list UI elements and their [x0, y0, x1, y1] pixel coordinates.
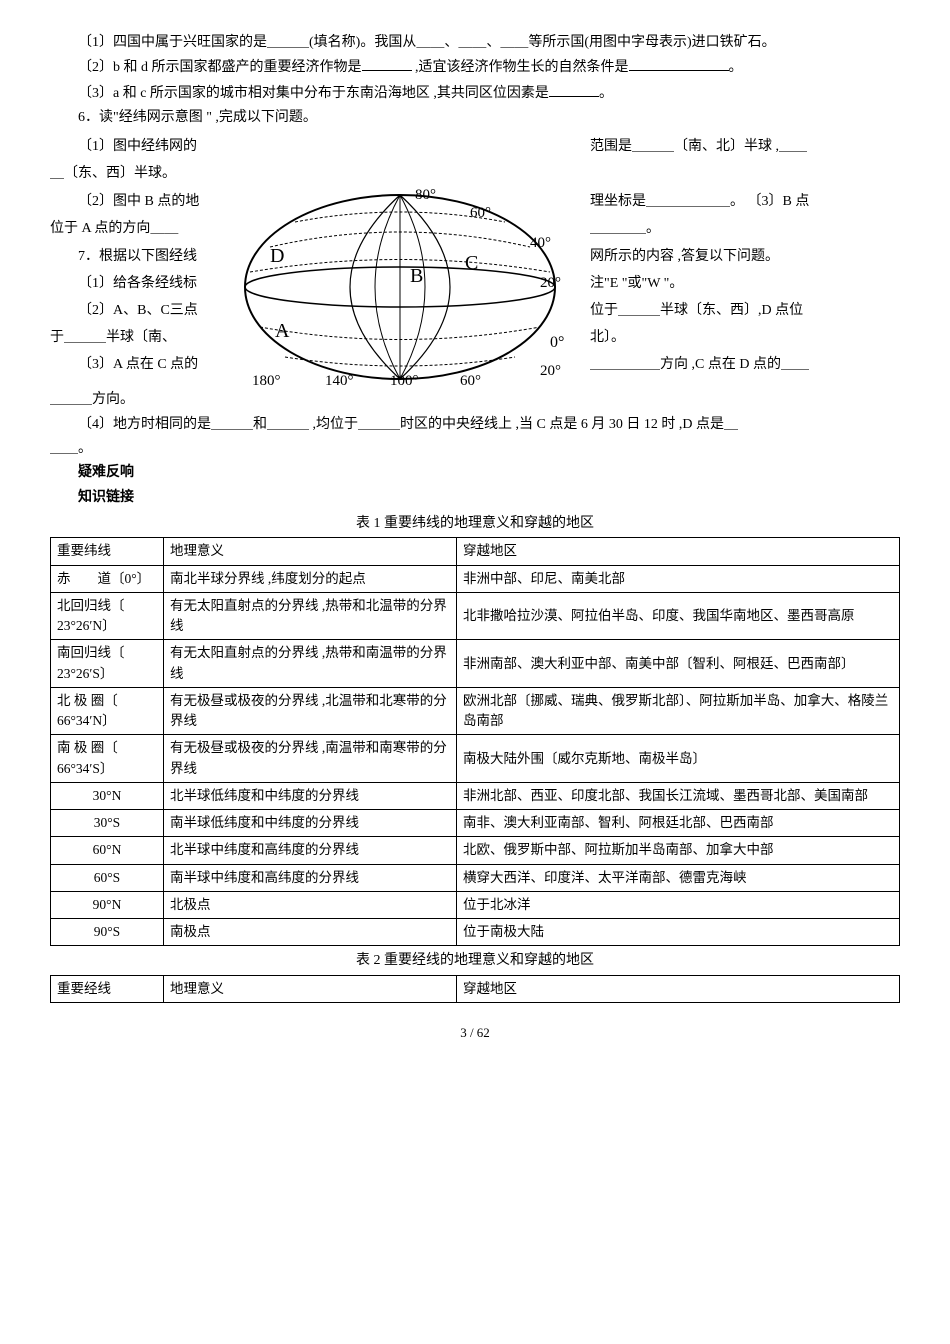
- heading-2: 知识链接: [50, 487, 900, 509]
- lat-20b: 20°: [540, 363, 561, 379]
- point-d: D: [270, 245, 284, 267]
- th2-2: 地理意义: [164, 975, 457, 1002]
- q7-4b: ＿＿。: [50, 438, 900, 460]
- point-a: A: [275, 320, 290, 342]
- table-row: 60°S南半球中纬度和高纬度的分界线横穿大西洋、印度洋、太平洋南部、德雷克海峡: [51, 864, 900, 891]
- q5-2: 〔2〕b 和 d 所示国家都盛产的重要经济作物是 ,适宜该经济作物生长的自然条件…: [50, 56, 900, 79]
- left-text: 〔1〕图中经纬网的: [50, 132, 240, 161]
- table-row: 30°S南半球低纬度和中纬度的分界线南非、澳大利亚南部、智利、阿根廷北部、巴西南…: [51, 810, 900, 837]
- table-row: 90°S南极点位于南极大陆: [51, 919, 900, 946]
- table-row: 重要经线 地理意义 穿越地区: [51, 975, 900, 1002]
- lon-180: 180°: [252, 373, 281, 387]
- table-row: 30°N北半球低纬度和中纬度的分界线非洲北部、西亚、印度北部、我国长江流域、墨西…: [51, 782, 900, 809]
- lat-80: 80°: [415, 187, 436, 203]
- q5-3: 〔3〕a 和 c 所示国家的城市相对集中分布于东南沿海地区 ,其共同区位因素是。: [50, 82, 900, 105]
- table-row: 90°N北极点位于北冰洋: [51, 891, 900, 918]
- point-c: C: [465, 252, 478, 274]
- lon-140: 140°: [325, 373, 354, 387]
- table-row: 南回归线〔 23°26′S〕有无太阳直射点的分界线 ,热带和南温带的分界线非洲南…: [51, 640, 900, 688]
- table-row: 北 极 圈〔 66°34′N〕有无极昼或极夜的分界线 ,北温带和北寒带的分界线欧…: [51, 687, 900, 735]
- table-2: 重要经线 地理意义 穿越地区: [50, 975, 900, 1003]
- q7-3c: ＿＿＿方向。: [50, 389, 900, 411]
- lon-100: 100°: [390, 373, 419, 387]
- lon-60: 60°: [460, 373, 481, 387]
- th-2: 地理意义: [164, 538, 457, 565]
- right-text: 范围是＿＿＿〔南、北〕半球 ,＿＿: [590, 132, 900, 161]
- table-row: 60°N北半球中纬度和高纬度的分界线北欧、俄罗斯中部、阿拉斯加半岛南部、加拿大中…: [51, 837, 900, 864]
- table-row: 重要纬线 地理意义 穿越地区: [51, 538, 900, 565]
- table-row: 南 极 圈〔 66°34′S〕有无极昼或极夜的分界线 ,南温带和南寒带的分界线南…: [51, 735, 900, 783]
- th2-3: 穿越地区: [457, 975, 900, 1002]
- q6-1c: ＿〔东、西〕半球。: [50, 163, 900, 185]
- table-1: 重要纬线 地理意义 穿越地区 赤 道〔0°〕南北半球分界线 ,纬度划分的起点非洲…: [50, 537, 900, 946]
- q5-1: 〔1〕四国中属于兴旺国家的是＿＿＿(填名称)。我国从＿＿、＿＿、＿＿等所示国(用…: [50, 32, 900, 54]
- table2-title: 表 2 重要经线的地理意义和穿越的地区: [50, 950, 900, 972]
- q6: 6．读"经纬网示意图 " ,完成以下问题。: [50, 107, 900, 129]
- th-3: 穿越地区: [457, 538, 900, 565]
- question-with-diagram: 〔1〕图中经纬网的 范围是＿＿＿〔南、北〕半球 ,＿＿: [50, 132, 900, 161]
- lat-20a: 20°: [540, 275, 561, 291]
- q7-4: 〔4〕地方时相同的是＿＿＿和＿＿＿ ,均位于＿＿＿时区的中央经线上 ,当 C 点…: [50, 414, 900, 436]
- table1-title: 表 1 重要纬线的地理意义和穿越的地区: [50, 513, 900, 535]
- globe-diagram: 80° 60° 40° 20° 0° 20° 180° 140° 100° 60…: [240, 187, 570, 387]
- lat-60: 60°: [470, 205, 491, 221]
- heading-1: 疑难反响: [50, 462, 900, 484]
- page-number: 3 / 62: [50, 1023, 900, 1044]
- lat-40: 40°: [530, 235, 551, 251]
- diagram-row: 〔2〕图中 B 点的地 位于 A 点的方向＿＿ 7．根据以下图经线 〔1〕给各条…: [50, 187, 900, 387]
- lat-0: 0°: [550, 334, 564, 351]
- left-col: 〔2〕图中 B 点的地 位于 A 点的方向＿＿ 7．根据以下图经线 〔1〕给各条…: [50, 187, 240, 379]
- th2-1: 重要经线: [51, 975, 164, 1002]
- right-col: 理坐标是＿＿＿＿＿＿。 〔3〕B 点 ＿＿＿＿。 网所示的内容 ,答复以下问题。…: [590, 187, 900, 379]
- table-row: 北回归线〔 23°26′N〕有无太阳直射点的分界线 ,热带和北温带的分界线北非撒…: [51, 592, 900, 640]
- table-row: 赤 道〔0°〕南北半球分界线 ,纬度划分的起点非洲中部、印尼、南美北部: [51, 565, 900, 592]
- th-1: 重要纬线: [51, 538, 164, 565]
- point-b: B: [410, 265, 423, 287]
